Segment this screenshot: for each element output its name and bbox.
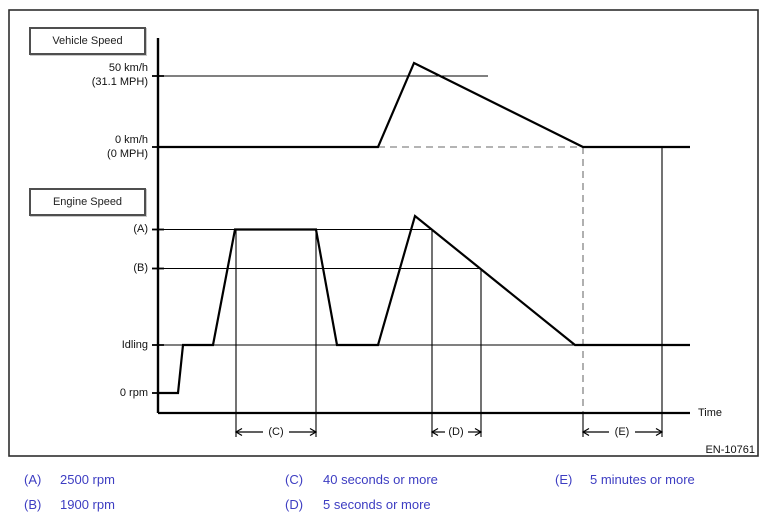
- arrow-head-right: [474, 427, 483, 437]
- axis-label-50kmh: 50 km/h (31.1 MPH): [92, 61, 148, 89]
- legend-value-B: 1900 rpm: [60, 497, 115, 512]
- figure-border: [8, 9, 759, 457]
- axis-label-0kmh: 0 km/h (0 MPH): [107, 133, 148, 161]
- time-axis-label: Time: [698, 407, 723, 419]
- interval-label-E: (E): [614, 426, 630, 438]
- timing-diagram: [8, 9, 759, 457]
- legend-value-C: 40 seconds or more: [323, 472, 438, 487]
- axis-label-0kmh-line2: (0 MPH): [107, 148, 148, 160]
- arrow-head-right: [309, 427, 318, 437]
- legend-key-D: (D): [285, 497, 304, 512]
- arrow-head-left: [430, 427, 439, 437]
- legend-value-E: 5 minutes or more: [590, 472, 695, 487]
- legend-key-B: (B): [24, 497, 42, 512]
- axis-label-0rpm: 0 rpm: [119, 387, 148, 399]
- legend-key-C: (C): [285, 472, 304, 487]
- legend-value-A: 2500 rpm: [60, 472, 115, 487]
- axis-label-0kmh-line1: 0 km/h: [114, 134, 148, 146]
- axis-label-A: (A): [133, 223, 148, 235]
- arrow-head-left: [581, 427, 590, 437]
- axis-label-B: (B): [133, 262, 148, 274]
- axis-label-50kmh-line2: (31.1 MPH): [91, 76, 148, 88]
- arrow-head-left: [234, 427, 243, 437]
- axis-label-50kmh-line1: 50 km/h: [108, 62, 148, 74]
- figure-id-label: EN-10761: [705, 444, 755, 456]
- vehicle-speed-trace: [158, 61, 690, 149]
- engine-speed-box-label: Engine Speed: [29, 188, 146, 216]
- interval-label-C: (C): [268, 426, 284, 438]
- legend-value-D: 5 seconds or more: [323, 497, 431, 512]
- interval-label-D: (D): [448, 426, 464, 438]
- vehicle-speed-box-label: Vehicle Speed: [29, 27, 146, 55]
- axis-label-idling: Idling: [121, 339, 148, 351]
- legend-key-E: (E): [555, 472, 573, 487]
- arrow-head-right: [655, 427, 664, 437]
- engine-speed-trace: [158, 214, 690, 395]
- legend-key-A: (A): [24, 472, 42, 487]
